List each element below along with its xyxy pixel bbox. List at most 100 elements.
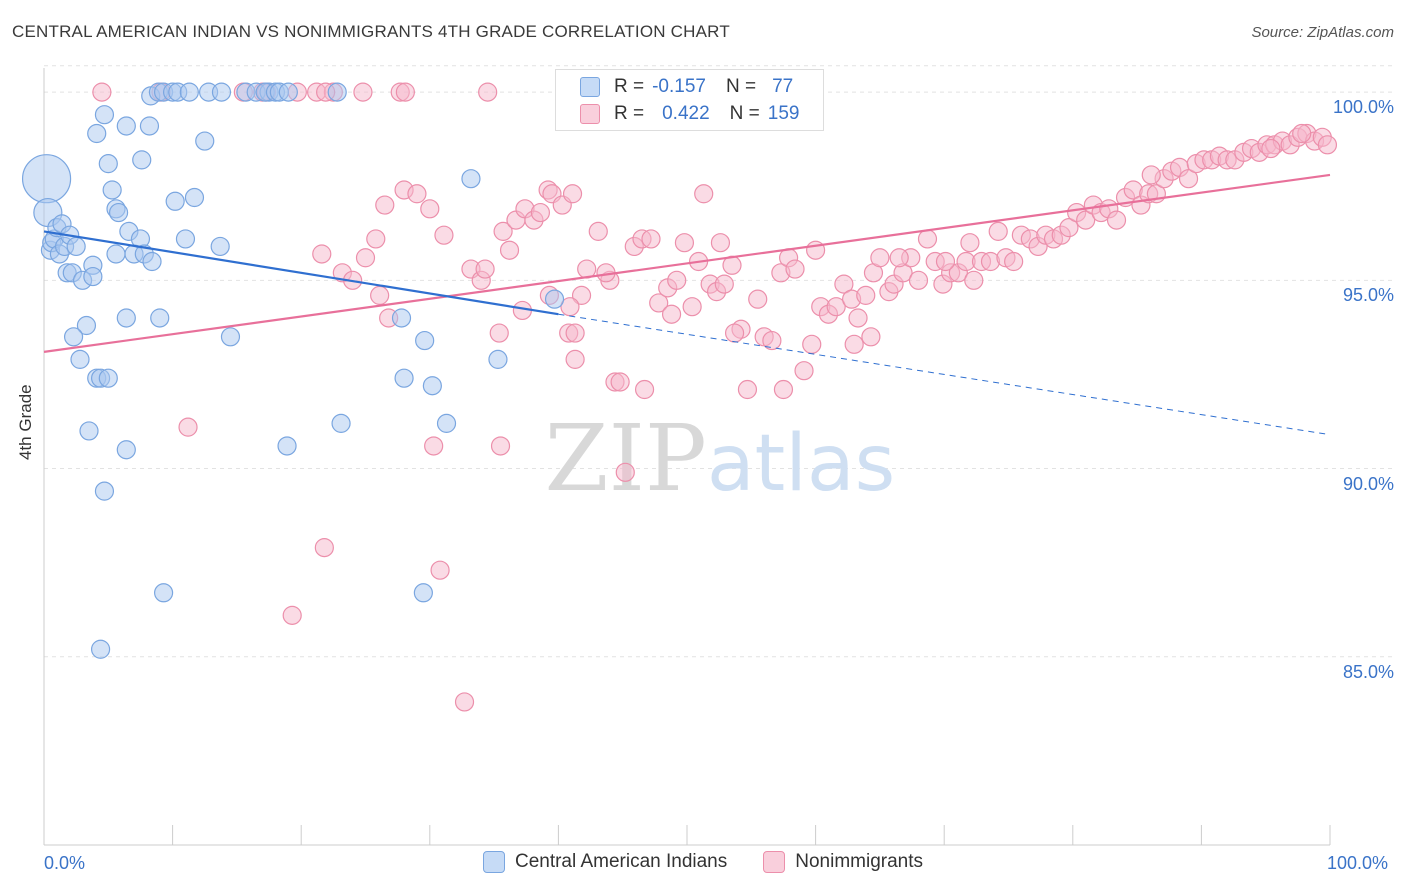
data-point xyxy=(195,131,215,151)
data-point xyxy=(370,285,390,305)
data-point xyxy=(108,202,129,223)
data-point xyxy=(66,236,86,257)
data-point xyxy=(1178,169,1199,189)
data-point xyxy=(848,308,868,328)
data-point xyxy=(178,417,198,437)
data-point xyxy=(413,583,433,603)
data-point xyxy=(210,236,230,257)
data-point xyxy=(375,195,395,215)
data-point xyxy=(422,376,442,396)
data-point xyxy=(355,248,376,268)
data-point xyxy=(394,368,414,388)
data-point xyxy=(1261,138,1281,159)
data-point xyxy=(615,462,635,482)
data-point xyxy=(461,169,481,189)
data-point xyxy=(395,82,415,102)
legend-swatch-blue xyxy=(482,851,505,873)
data-point xyxy=(475,259,495,279)
data-point xyxy=(530,202,550,223)
legend-r-value: -0.157 xyxy=(652,76,706,97)
legend-item-nonimmigrants: Nonimmigrants xyxy=(763,851,923,873)
data-point xyxy=(773,379,794,400)
stats-legend: R = -0.157 N = 77 R = 0.422 N = 159 xyxy=(555,69,824,131)
data-point xyxy=(70,349,90,369)
data-point xyxy=(1292,123,1312,144)
data-point xyxy=(430,560,450,580)
data-point xyxy=(116,116,136,136)
data-point xyxy=(1059,218,1079,238)
x-tick-label-max: 100.0% xyxy=(1327,853,1389,873)
trend-line-central-american-indians xyxy=(43,230,559,316)
data-point xyxy=(102,180,122,200)
data-point xyxy=(282,605,302,625)
data-point xyxy=(83,266,103,287)
data-point xyxy=(571,285,592,305)
trend-line-nonimmigrants xyxy=(43,173,1331,353)
data-point xyxy=(106,244,126,264)
data-point xyxy=(785,259,805,279)
data-point xyxy=(94,105,115,125)
data-point xyxy=(834,274,854,294)
data-point xyxy=(98,368,118,388)
data-point xyxy=(964,270,984,290)
data-point xyxy=(493,221,513,241)
data-point xyxy=(565,323,585,343)
legend-n-label: N = xyxy=(725,76,757,97)
trend-lines xyxy=(43,173,1331,436)
data-point xyxy=(748,289,768,309)
data-point xyxy=(407,184,427,204)
data-point xyxy=(1106,210,1127,230)
data-point xyxy=(489,323,509,343)
data-point xyxy=(682,297,702,317)
series-legend: Central American Indians Nonimmigrants xyxy=(0,851,1406,873)
data-point xyxy=(184,187,205,208)
data-point xyxy=(150,308,170,328)
data-point xyxy=(87,123,107,144)
data-point xyxy=(856,285,876,305)
data-point xyxy=(844,334,864,354)
data-point xyxy=(211,82,232,102)
data-point xyxy=(710,233,731,253)
y-tick-label: 95.0% xyxy=(1342,285,1394,306)
x-tick-label-min: 0.0% xyxy=(44,853,86,873)
data-point xyxy=(544,289,565,309)
y-tick-label: 100.0% xyxy=(1332,97,1394,118)
data-point xyxy=(327,82,347,102)
data-point xyxy=(861,327,881,347)
data-point xyxy=(499,240,520,260)
data-point xyxy=(366,229,386,249)
data-point xyxy=(116,440,136,460)
data-point xyxy=(562,184,583,204)
data-point xyxy=(139,116,160,136)
data-point xyxy=(649,293,669,313)
watermark: ZIPatlas xyxy=(545,405,896,512)
data-point xyxy=(1141,165,1161,185)
data-point xyxy=(277,436,297,456)
data-point xyxy=(175,229,196,249)
series-central-american-indians xyxy=(21,82,565,659)
data-point xyxy=(802,334,822,354)
source-note: Source: ZipAtlas.com xyxy=(1251,24,1394,41)
data-point xyxy=(908,270,929,290)
data-point xyxy=(436,413,457,433)
data-point xyxy=(960,233,980,253)
data-point xyxy=(353,82,373,102)
data-point xyxy=(278,82,298,102)
series-nonimmigrants xyxy=(92,82,1338,712)
data-point xyxy=(714,274,734,294)
data-point xyxy=(694,184,714,204)
data-point xyxy=(94,481,115,501)
data-point xyxy=(488,349,508,369)
data-point xyxy=(424,436,444,456)
data-point xyxy=(142,251,162,272)
legend-r-label: R = xyxy=(614,76,645,97)
data-point xyxy=(674,233,695,253)
data-point xyxy=(132,150,152,170)
legend-n-value: 159 xyxy=(767,103,800,124)
legend-row-pink: R = 0.422 N = 159 xyxy=(580,102,799,126)
legend-swatch-pink xyxy=(580,104,600,124)
data-point xyxy=(634,379,655,400)
legend-swatch-pink xyxy=(763,851,786,873)
data-point xyxy=(391,308,412,328)
